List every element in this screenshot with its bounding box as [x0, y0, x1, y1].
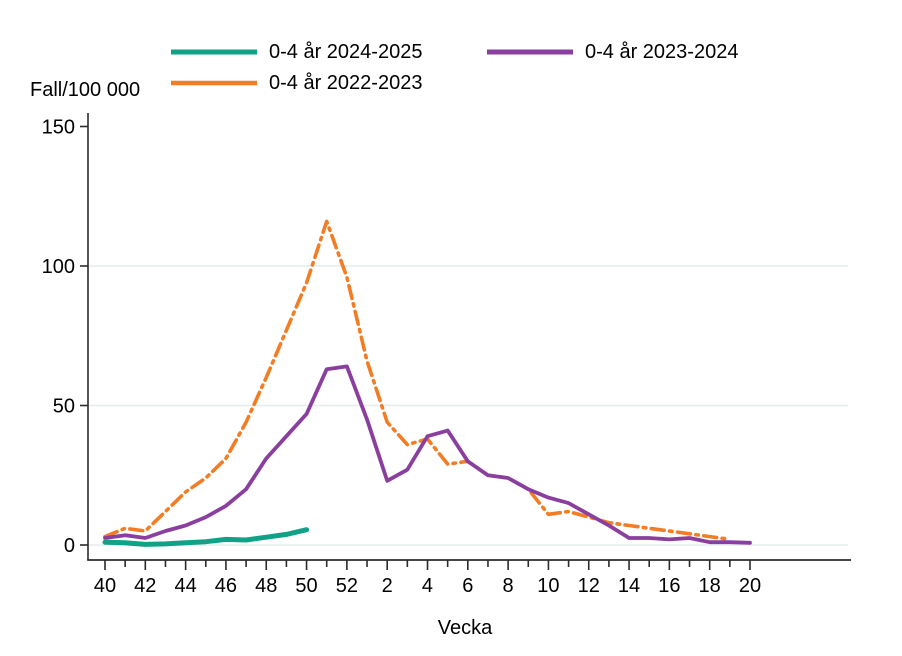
x-axis-title: Vecka: [437, 617, 493, 639]
x-tick-label: 52: [336, 575, 358, 597]
x-tick-label: 14: [618, 575, 640, 597]
x-tick-label: 42: [134, 575, 156, 597]
x-tick-label: 12: [578, 575, 600, 597]
x-tick-label: 6: [462, 575, 473, 597]
y-axis-title: Fall/100 000: [30, 79, 141, 101]
x-tick-label: 50: [295, 575, 317, 597]
series-line-0-4-år-2022-2023: [103, 219, 732, 542]
legend-label: 0-4 år 2024-2025: [269, 40, 423, 63]
legend-swatch-purple: [487, 49, 573, 55]
series-line-0-4-år-2024-2025: [102, 527, 310, 547]
y-tick-label: 50: [53, 396, 75, 418]
x-tick-label: 16: [658, 575, 680, 597]
x-tick-label: 18: [699, 575, 721, 597]
legend-swatch-orange: [171, 80, 257, 86]
legend-label: 0-4 år 2022-2023: [269, 71, 423, 94]
x-tick-label: 8: [503, 575, 514, 597]
legend-label: 0-4 år 2023-2024: [585, 40, 739, 63]
legend-swatch-teal: [171, 49, 257, 55]
legend-item-2023-2024: 0-4 år 2023-2024: [486, 40, 738, 64]
x-tick-label: 48: [255, 575, 277, 597]
x-tick-label: 20: [739, 575, 761, 597]
x-tick-label: 46: [215, 575, 237, 597]
legend-item-2024-2025: 0-4 år 2024-2025: [170, 40, 422, 64]
x-tick-label: 4: [422, 575, 433, 597]
y-tick-label: 150: [42, 117, 75, 139]
y-tick-label: 0: [64, 535, 75, 557]
legend-item-2022-2023: 0-4 år 2022-2023: [170, 71, 422, 95]
x-tick-label: 40: [94, 575, 116, 597]
y-tick-label: 100: [42, 256, 75, 278]
x-tick-label: 2: [382, 575, 393, 597]
x-tick-label: 44: [174, 575, 196, 597]
x-tick-label: 10: [537, 575, 559, 597]
series-line-0-4-år-2023-2024: [103, 364, 752, 545]
